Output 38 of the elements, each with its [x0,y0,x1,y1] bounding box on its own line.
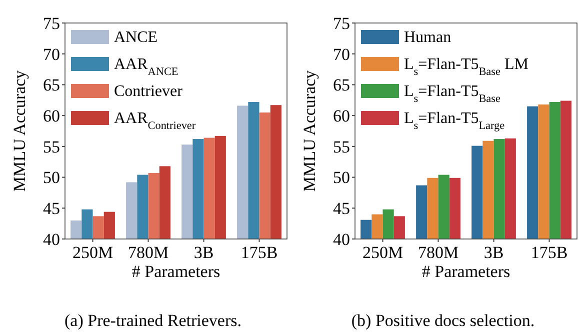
y-tick-label: 75 [43,14,60,33]
x-tick-label: 175B [240,243,278,262]
x-tick-label: 780M [418,243,459,262]
legend-label: ANCE [114,29,158,46]
legend-label: Human [404,29,452,46]
x-tick-label: 250M [72,243,114,262]
x-tick-label: 3B [484,243,504,262]
y-tick-label: 75 [333,14,350,33]
x-axis-title: # Parameters [132,262,220,281]
y-tick-label: 65 [43,76,60,95]
y-tick-label: 50 [43,168,60,188]
text: (b) Positive docs selection. [351,311,535,330]
y-tick-label: 55 [333,137,350,156]
y-tick-label: 70 [333,44,350,64]
y-tick-label: 45 [333,199,350,218]
y-tick-label: 55 [43,137,60,156]
legend-label: AAR$_{ANCE}$ [114,56,178,78]
y-tick-label: 60 [333,106,350,126]
y-tick-label: 65 [333,76,350,95]
legend-label: L$_{s}$=Flan-T5$_{Large}$ [404,110,505,132]
legend-label: Contriever [114,83,184,100]
y-tick-label: 45 [43,199,60,218]
x-axis-title: # Parameters [422,262,510,281]
y-tick-label: 60 [43,106,60,126]
y-tick-label: 70 [43,44,60,64]
legend-label: L$_{s}$=Flan-T5$_{Base}$ LM [404,56,528,78]
legend-label: L$_{s}$=Flan-T5$_{Base}$ [404,83,500,105]
x-tick-label: 780M [128,243,169,262]
legend-label: AAR$_{Contriever}$ [114,110,196,132]
x-tick-label: 175B [530,243,568,262]
x-tick-label: 3B [194,243,214,262]
x-tick-label: 250M [362,243,404,262]
y-axis-title: MMLU Accuracy [300,70,319,192]
text: (a) Pre-trained Retrievers. [64,311,242,330]
y-axis-title: MMLU Accuracy [10,70,29,192]
y-tick-label: 40 [333,230,350,249]
y-tick-label: 50 [333,168,350,188]
y-tick-label: 40 [43,230,60,249]
